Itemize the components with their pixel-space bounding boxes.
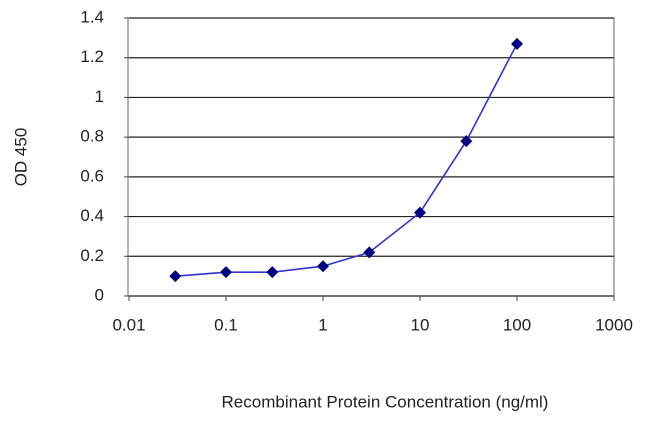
y-tick-label: 0 <box>95 285 104 304</box>
y-tick-label: 0.2 <box>80 246 104 265</box>
y-axis-label: OD 450 <box>11 128 30 187</box>
data-point <box>220 266 232 279</box>
y-tick-label: 0.4 <box>80 206 104 225</box>
x-tick-label: 10 <box>411 315 430 334</box>
x-tick-label: 0.1 <box>214 315 238 334</box>
x-tick-label: 1 <box>318 315 327 334</box>
data-point <box>460 135 473 148</box>
data-point <box>317 260 329 273</box>
y-tick-label: 1.2 <box>80 47 104 66</box>
data-point <box>266 266 279 279</box>
data-line <box>175 43 518 277</box>
y-tick-label: 1.4 <box>80 7 104 26</box>
y-tick-label: 0.6 <box>80 166 104 185</box>
x-tick-label: 1000 <box>595 315 633 334</box>
data-point <box>414 206 426 219</box>
x-tick-label: 0.01 <box>112 315 145 334</box>
x-axis-label: Recombinant Protein Concentration (ng/ml… <box>222 392 549 411</box>
y-tick-label: 0.8 <box>80 127 104 146</box>
data-point <box>169 270 182 283</box>
data-point <box>511 37 523 50</box>
y-tick-label: 1 <box>95 87 104 106</box>
x-tick-label: 100 <box>503 315 531 334</box>
data-point <box>363 246 376 259</box>
